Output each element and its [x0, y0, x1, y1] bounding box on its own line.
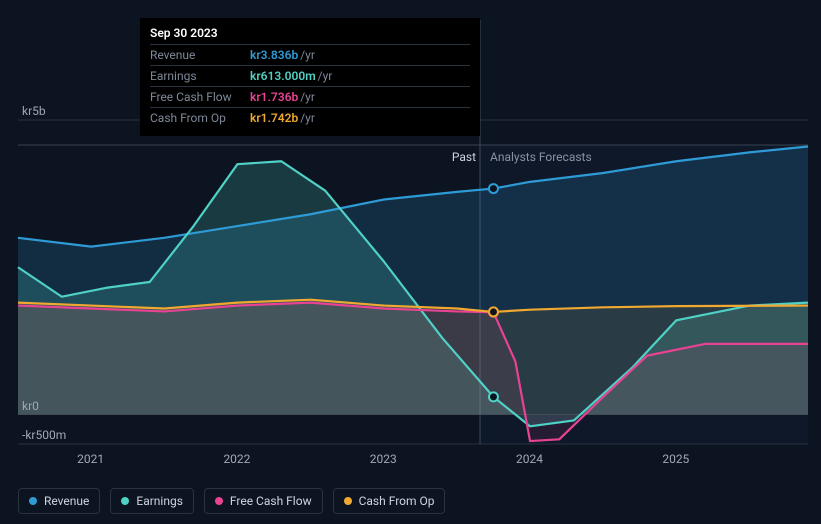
tooltip-value: kr613.000m	[250, 69, 316, 83]
tooltip-label: Earnings	[150, 69, 250, 83]
tooltip-label: Revenue	[150, 48, 250, 62]
tooltip-unit: /yr	[300, 48, 315, 62]
x-axis-label: 2024	[516, 452, 543, 466]
tooltip-value: kr3.836b	[250, 48, 298, 62]
legend-dot-icon	[29, 497, 37, 505]
chart-tooltip: Sep 30 2023 Revenuekr3.836b /yrEarningsk…	[140, 18, 480, 136]
tooltip-row: Free Cash Flowkr1.736b /yr	[150, 86, 470, 107]
financial-chart: Sep 30 2023 Revenuekr3.836b /yrEarningsk…	[0, 0, 821, 524]
legend-label: Earnings	[136, 494, 183, 508]
y-axis-label: -kr500m	[22, 428, 66, 442]
legend-item[interactable]: Cash From Op	[333, 488, 446, 514]
x-axis-label: 2023	[370, 452, 397, 466]
y-axis-label: kr5b	[22, 104, 46, 118]
x-axis-label: 2021	[77, 452, 104, 466]
chart-legend: Revenue Earnings Free Cash Flow Cash From O…	[18, 488, 445, 514]
legend-label: Revenue	[44, 494, 89, 508]
tooltip-label: Free Cash Flow	[150, 90, 250, 104]
legend-item[interactable]: Revenue	[18, 488, 100, 514]
y-axis-label: kr0	[22, 399, 39, 413]
tooltip-date: Sep 30 2023	[150, 26, 470, 44]
tooltip-row: Revenuekr3.836b /yr	[150, 44, 470, 65]
past-section-label: Past	[452, 150, 476, 164]
legend-dot-icon	[121, 497, 129, 505]
legend-label: Cash From Op	[359, 494, 435, 508]
tooltip-value: kr1.742b	[250, 111, 298, 125]
tooltip-value: kr1.736b	[250, 90, 298, 104]
tooltip-unit: /yr	[318, 69, 333, 83]
x-axis-label: 2025	[662, 452, 689, 466]
x-axis-label: 2022	[223, 452, 250, 466]
tooltip-row: Earningskr613.000m /yr	[150, 65, 470, 86]
tooltip-unit: /yr	[300, 90, 315, 104]
tooltip-label: Cash From Op	[150, 111, 250, 125]
legend-item[interactable]: Earnings	[110, 488, 194, 514]
tooltip-unit: /yr	[300, 111, 315, 125]
tooltip-row: Cash From Opkr1.742b /yr	[150, 107, 470, 128]
legend-dot-icon	[344, 497, 352, 505]
legend-item[interactable]: Free Cash Flow	[204, 488, 323, 514]
legend-dot-icon	[215, 497, 223, 505]
forecast-section-label: Analysts Forecasts	[490, 150, 592, 164]
legend-label: Free Cash Flow	[230, 494, 312, 508]
